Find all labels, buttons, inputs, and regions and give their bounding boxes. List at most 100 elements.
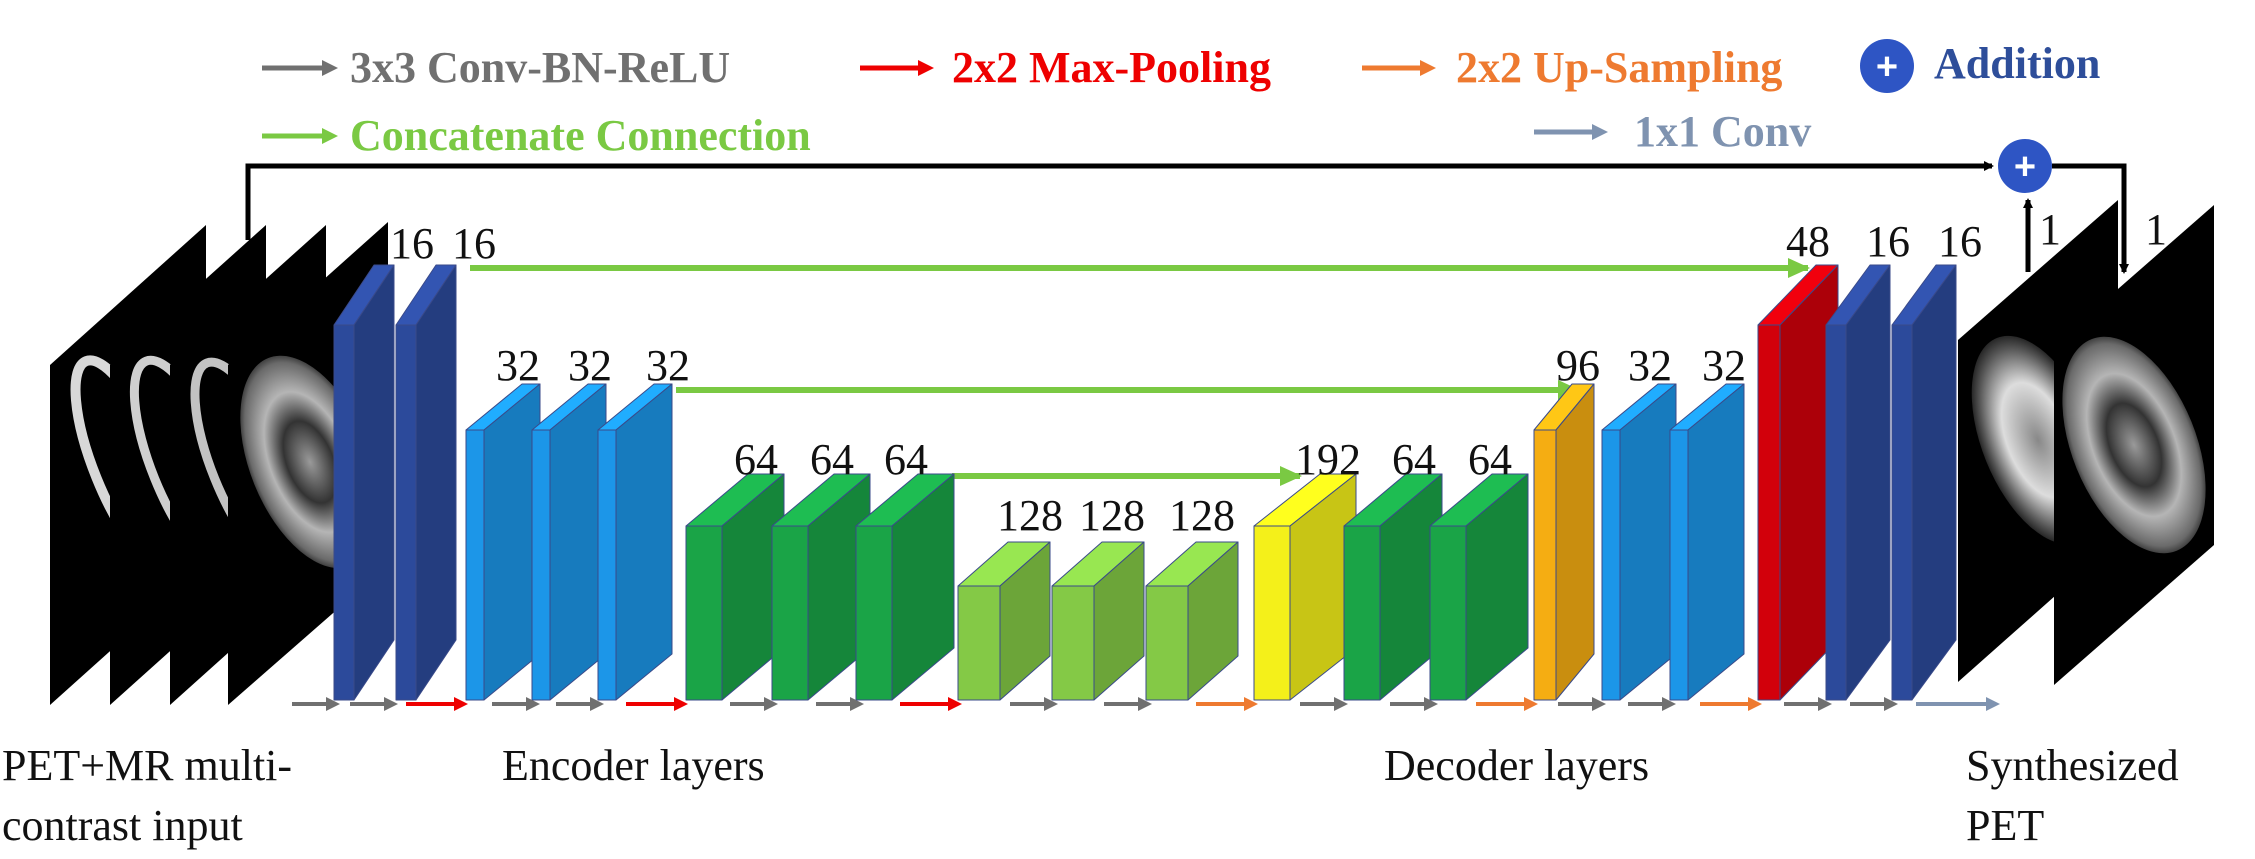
block-dec1-b-front-face	[1891, 324, 1913, 701]
conv-arrow-icon	[1390, 697, 1438, 711]
upsample-arrow-icon	[1476, 697, 1538, 711]
channel-count: 64	[1392, 435, 1436, 484]
addition-node-symbol: +	[2014, 146, 2036, 188]
block-bottleneck-c-front-face	[1145, 585, 1189, 701]
conv-arrow-icon	[1850, 697, 1898, 711]
conv-arrow-icon	[1300, 697, 1348, 711]
block-bottleneck-b-front-face	[1051, 585, 1095, 701]
block-enc3-b	[771, 473, 871, 701]
legend-pool-label: 2x2 Max-Pooling	[952, 43, 1271, 92]
legend-upsample: 2x2 Up-Sampling	[1362, 43, 1782, 92]
block-dec2-concat-side-face	[1555, 383, 1595, 701]
channel-count: 32	[568, 341, 612, 390]
block-enc2-b	[531, 383, 607, 701]
conv-arrow-icon	[1104, 697, 1152, 711]
legend-addition: + Addition	[1860, 39, 2100, 93]
block-dec2-a-front-face	[1601, 429, 1621, 701]
output-slices	[1958, 200, 2214, 685]
channel-count: 16	[1866, 217, 1910, 266]
block-enc3-c	[855, 473, 955, 701]
block-enc3-b-front-face	[771, 525, 809, 701]
conv-arrow-icon	[292, 697, 340, 711]
block-dec3-concat	[1253, 473, 1357, 701]
channel-count: 16	[452, 219, 496, 268]
channel-count: 32	[1702, 341, 1746, 390]
block-bottleneck-c	[1145, 541, 1239, 701]
addition-symbol: +	[1876, 46, 1898, 88]
pool-arrow-icon	[406, 697, 468, 711]
block-enc1-b-side-face	[415, 264, 457, 701]
channel-count: 16	[1938, 217, 1982, 266]
conv-arrow-icon	[730, 697, 778, 711]
conv1x1-arrow-icon	[1916, 697, 2000, 711]
block-bottleneck-a-front-face	[957, 585, 1001, 701]
conv-arrow-icon	[1010, 697, 1058, 711]
block-enc1-b-front-face	[395, 324, 417, 701]
operation-arrows	[292, 697, 2000, 711]
conv-arrow-icon	[556, 697, 604, 711]
brain-pet-slice-icon	[2054, 205, 2214, 685]
conv-arrow-icon	[350, 697, 398, 711]
channel-count: 1	[2039, 205, 2061, 254]
channel-count: 64	[884, 435, 928, 484]
block-enc2-a-front-face	[465, 429, 485, 701]
captions: PET+MR multi- contrast input Encoder lay…	[2, 741, 2179, 850]
output-caption-line2: PET	[1966, 801, 2044, 850]
channel-count: 32	[496, 341, 540, 390]
block-dec1-concat	[1757, 264, 1839, 701]
block-dec2-b-front-face	[1669, 429, 1689, 701]
conv-arrow-icon	[1784, 697, 1832, 711]
legend-addition-label: Addition	[1934, 39, 2100, 88]
concat-connections	[470, 258, 1810, 486]
block-dec2-concat-front-face	[1533, 429, 1557, 701]
channel-count: 128	[997, 491, 1063, 540]
block-enc1-a-front-face	[333, 324, 355, 701]
block-dec3-b-front-face	[1429, 525, 1467, 701]
block-enc2-a	[465, 383, 541, 701]
conv-arrow-icon	[492, 697, 540, 711]
pool-arrow-icon	[900, 697, 962, 711]
channel-count: 48	[1786, 217, 1830, 266]
block-enc1-a	[333, 264, 395, 701]
block-bottleneck-a	[957, 541, 1051, 701]
block-dec1-a	[1825, 264, 1891, 701]
channel-count: 192	[1295, 435, 1361, 484]
block-bottleneck-b	[1051, 541, 1145, 701]
addition-circle-icon	[1998, 139, 2052, 193]
block-dec2-a	[1601, 383, 1677, 701]
pool-arrow-icon	[626, 697, 688, 711]
block-dec1-a-side-face	[1845, 264, 1891, 701]
legend-pool: 2x2 Max-Pooling	[860, 43, 1271, 92]
block-enc1-a-side-face	[353, 264, 395, 701]
block-enc3-a-front-face	[685, 525, 723, 701]
block-dec2-b	[1669, 383, 1745, 701]
channel-count: 1	[2145, 205, 2167, 254]
channel-count: 16	[390, 219, 434, 268]
channel-count: 96	[1556, 341, 1600, 390]
block-dec2-b-side-face	[1687, 383, 1745, 701]
block-dec2-a-side-face	[1619, 383, 1677, 701]
channel-count: 64	[1468, 435, 1512, 484]
block-dec1-concat-front-face	[1757, 324, 1781, 701]
legend-conv-label: 3x3 Conv-BN-ReLU	[350, 43, 730, 92]
block-dec1-b	[1891, 264, 1957, 701]
input-caption-line1: PET+MR multi-	[2, 741, 292, 790]
channel-count: 32	[1628, 341, 1672, 390]
block-enc2-c	[597, 383, 673, 701]
block-enc3-a	[685, 473, 785, 701]
legend-conv1x1: 1x1 Conv	[1534, 107, 1811, 156]
conv-arrow-icon	[1628, 697, 1676, 711]
channel-count: 32	[646, 341, 690, 390]
block-dec3-concat-front-face	[1253, 525, 1291, 701]
legend-concat-label: Concatenate Connection	[350, 111, 811, 160]
addition-circle-icon	[1860, 39, 1914, 93]
channel-count: 64	[734, 435, 778, 484]
block-dec3-a	[1343, 473, 1443, 701]
block-dec1-b-side-face	[1911, 264, 1957, 701]
block-enc2-c-front-face	[597, 429, 617, 701]
upsample-arrow-icon	[1196, 697, 1258, 711]
block-dec2-concat	[1533, 383, 1595, 701]
block-enc3-c-front-face	[855, 525, 893, 701]
